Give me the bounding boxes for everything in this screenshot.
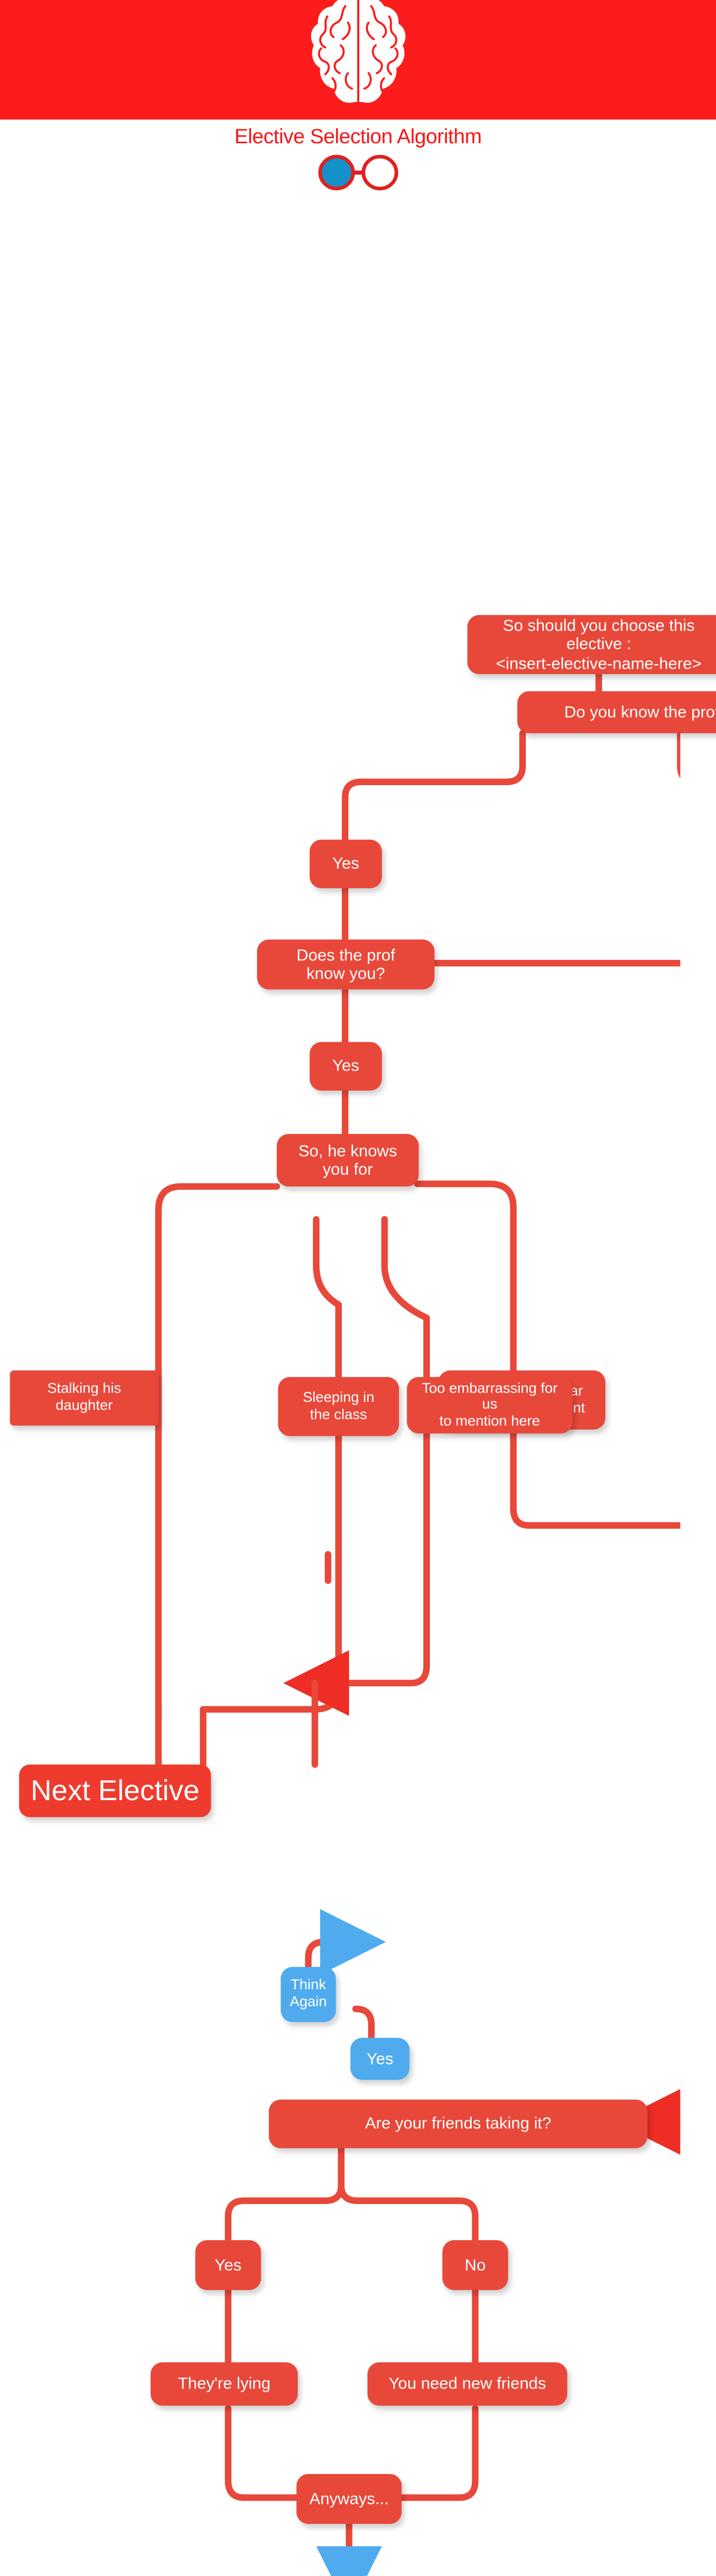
glasses-icon: [312, 155, 405, 191]
node-label: Sleeping in the class: [303, 1389, 375, 1422]
node-does-prof-know-you[interactable]: Does the prof know you?: [257, 939, 435, 990]
node-label: Yes: [332, 854, 359, 873]
node-label: Yes: [332, 1057, 359, 1076]
node-so-he-knows-you-for[interactable]: So, he knows you for: [276, 1134, 419, 1187]
brain-icon: [296, 0, 420, 121]
node-start[interactable]: So should you choose this elective : <in…: [467, 615, 716, 674]
node-know-prof-yes[interactable]: Yes: [309, 839, 382, 889]
node-label: Stalking his daughter: [47, 1381, 122, 1414]
node-label: They're lying: [178, 2374, 271, 2393]
node-label: So, he knows you for: [298, 1141, 397, 1179]
node-label: Do you know the prof ?: [564, 703, 716, 721]
node-theyre-lying[interactable]: They're lying: [151, 2362, 298, 2406]
node-friends-no[interactable]: No: [442, 2240, 508, 2290]
node-next-elective-1[interactable]: Next Elective: [19, 1765, 211, 1817]
node-label: You need new friends: [388, 2374, 546, 2393]
node-anyways[interactable]: Anyways...: [296, 2474, 402, 2524]
node-you-need-new-friends[interactable]: You need new friends: [367, 2362, 568, 2406]
header-banner: [0, 0, 716, 120]
node-label: Think Again: [290, 1978, 327, 2010]
node-label: Yes: [214, 2256, 242, 2274]
node-stalking-his-daughter[interactable]: Stalking his daughter: [10, 1370, 159, 1426]
node-get-laid-yes[interactable]: Yes: [350, 2038, 410, 2080]
page-title: Elective Selection Algorithm: [234, 125, 482, 148]
node-do-you-know-prof[interactable]: Do you know the prof ?: [517, 691, 716, 734]
node-label: Anyways...: [309, 2489, 389, 2508]
node-label: No: [464, 2256, 486, 2274]
node-label: Next Elective: [30, 1774, 199, 1807]
node-are-your-friends-taking-it[interactable]: Are your friends taking it?: [269, 2099, 647, 2148]
node-label: Does the prof know you?: [296, 945, 395, 983]
node-label: So should you choose this elective : <in…: [496, 616, 702, 673]
node-prof-know-yes[interactable]: Yes: [309, 1042, 382, 1091]
node-sleeping-in-class[interactable]: Sleeping in the class: [278, 1377, 399, 1436]
node-think-again[interactable]: Think Again: [280, 1967, 336, 2022]
flow-edges: [155, 671, 680, 2576]
node-label: Too embarrassing for us to mention here: [422, 1380, 558, 1430]
node-too-embarrassing[interactable]: Too embarrassing for us to mention here: [407, 1377, 573, 1434]
node-label: Are your friends taking it?: [365, 2114, 552, 2133]
flowchart: So should you choose this elective : <in…: [0, 57, 716, 2576]
node-friends-yes[interactable]: Yes: [195, 2240, 261, 2290]
node-label: Yes: [367, 2049, 394, 2068]
